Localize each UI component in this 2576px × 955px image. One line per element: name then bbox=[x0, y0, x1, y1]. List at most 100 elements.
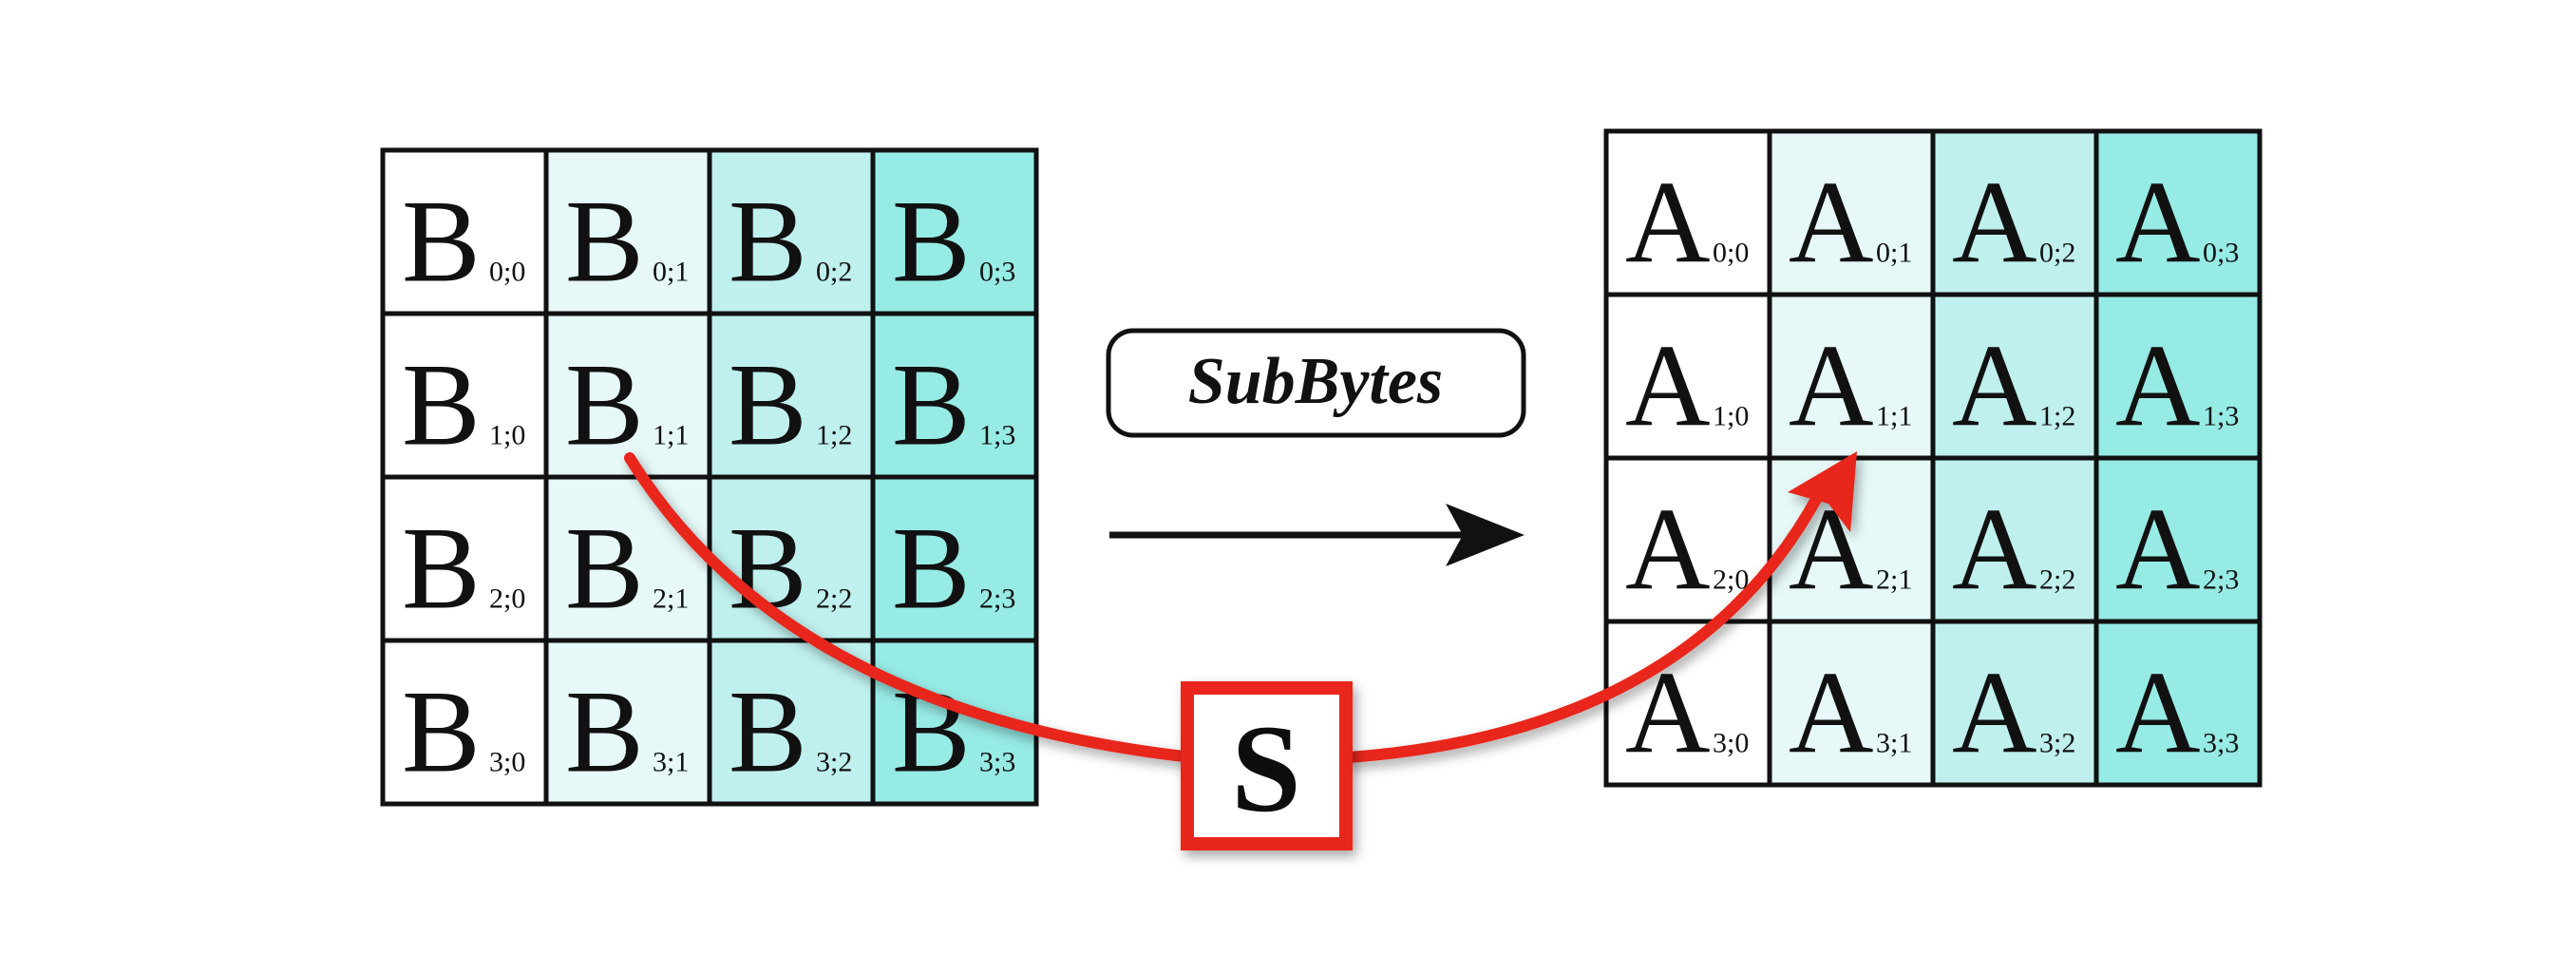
grid_b-cell-3-1: B 3;1 bbox=[543, 638, 712, 807]
cell-subscript: 2;1 bbox=[1876, 564, 1912, 596]
cell-subscript: 0;2 bbox=[816, 257, 852, 288]
sbox-label: S bbox=[1231, 698, 1300, 838]
cell-subscript: 0;1 bbox=[1876, 238, 1912, 269]
cell-subscript: 0;2 bbox=[2039, 238, 2075, 269]
cell-letter: A bbox=[1625, 485, 1711, 615]
cell-subscript: 1;2 bbox=[2039, 401, 2075, 432]
cell-letter: A bbox=[1625, 158, 1711, 288]
cell-background bbox=[543, 311, 712, 480]
grid_b-cell-0-2: B 0;2 bbox=[707, 147, 876, 316]
cell-background bbox=[380, 147, 549, 316]
grid_a-cell-1-2: A 1;2 bbox=[1930, 292, 2099, 461]
grid_b-cell-2-0: B 2;0 bbox=[380, 474, 549, 643]
cell-letter: B bbox=[565, 504, 644, 634]
cell-background bbox=[870, 311, 1039, 480]
grid_b-cell-0-1: B 0;1 bbox=[543, 147, 712, 316]
cell-background bbox=[380, 638, 549, 807]
cell-subscript: 3;0 bbox=[489, 747, 525, 778]
cell-letter: B bbox=[729, 667, 807, 797]
cell-background bbox=[2093, 292, 2263, 461]
cell-subscript: 1;1 bbox=[653, 420, 689, 451]
cell-subscript: 1;3 bbox=[2203, 401, 2239, 432]
cell-background bbox=[380, 474, 549, 643]
sbox-mapping-curve bbox=[624, 451, 1857, 763]
cell-letter: B bbox=[565, 340, 644, 470]
cell-background bbox=[1767, 619, 1936, 788]
grid_a-cell-3-0: A 3;0 bbox=[1603, 619, 1772, 788]
cell-subscript: 0;0 bbox=[1713, 238, 1749, 269]
cell-background bbox=[1603, 292, 1772, 461]
grid_a-cell-2-3: A 2;3 bbox=[2093, 455, 2263, 624]
cell-background bbox=[2093, 455, 2263, 624]
cell-subscript: 3;1 bbox=[653, 747, 689, 778]
cell-letter: A bbox=[1952, 321, 2037, 451]
cell-letter: B bbox=[565, 667, 644, 797]
cell-subscript: 3;0 bbox=[1713, 728, 1749, 759]
input-state-grid: B 0;0 B 0;1 B 0;2 B 0;3B 1;0 B 1;1 B 1;2 B 1;3B 2;0 B 2;1… bbox=[380, 147, 1039, 807]
cell-subscript: 1;0 bbox=[1713, 401, 1749, 432]
cell-letter: A bbox=[2115, 321, 2201, 451]
grid_a-cell-1-3: A 1;3 bbox=[2093, 292, 2263, 461]
grid_b-cell-1-2: B 1;2 bbox=[707, 311, 876, 480]
cell-letter: B bbox=[892, 177, 971, 307]
cell-background bbox=[707, 638, 876, 807]
cell-letter: A bbox=[1952, 485, 2037, 615]
grid_a-cell-3-3: A 3;3 bbox=[2093, 619, 2263, 788]
grid_a-cell-3-1: A 3;1 bbox=[1767, 619, 1936, 788]
cell-background bbox=[707, 311, 876, 480]
cell-subscript: 0;3 bbox=[2203, 238, 2239, 269]
cell-letter: A bbox=[1789, 158, 1874, 288]
output-state-grid: A 0;0 A 0;1 A 0;2 A 0;3A 1;0 A 1;1 A 1;2 A 1;3A 2;0 A 2;1… bbox=[1603, 128, 2263, 788]
cell-letter: B bbox=[892, 504, 971, 634]
cell-background bbox=[2093, 619, 2263, 788]
cell-background bbox=[1603, 128, 1772, 297]
grid_b-cell-3-0: B 3;0 bbox=[380, 638, 549, 807]
grid_a-cell-0-1: A 0;1 bbox=[1767, 128, 1936, 297]
cell-letter: B bbox=[892, 340, 971, 470]
cell-letter: B bbox=[565, 177, 644, 307]
grid_a-cell-2-2: A 2;2 bbox=[1930, 455, 2099, 624]
cell-subscript: 2;0 bbox=[489, 583, 525, 615]
grid_b-cell-2-2: B 2;2 bbox=[707, 474, 876, 643]
cell-subscript: 2;2 bbox=[816, 583, 852, 615]
transform-arrow bbox=[1109, 504, 1525, 566]
cell-background bbox=[1930, 455, 2099, 624]
cell-subscript: 3;2 bbox=[2039, 728, 2075, 759]
cell-letter: A bbox=[1952, 648, 2037, 778]
cell-background bbox=[2093, 128, 2263, 297]
cell-subscript: 3;3 bbox=[979, 747, 1015, 778]
operation-label-box: SubBytes bbox=[1106, 328, 1526, 438]
sbox-box: S bbox=[1181, 681, 1353, 850]
cell-subscript: 1;0 bbox=[489, 420, 525, 451]
operation-label: SubBytes bbox=[1188, 345, 1443, 418]
cell-subscript: 2;3 bbox=[979, 583, 1015, 615]
cell-letter: B bbox=[729, 177, 807, 307]
cell-subscript: 3;3 bbox=[2203, 728, 2239, 759]
sbox-arrow-head bbox=[1788, 451, 1857, 532]
grid_b-cell-2-1: B 2;1 bbox=[543, 474, 712, 643]
cell-letter: B bbox=[402, 340, 481, 470]
cell-letter: A bbox=[1789, 648, 1874, 778]
cell-letter: A bbox=[2115, 158, 2201, 288]
cell-background bbox=[707, 474, 876, 643]
grid_b-cell-1-1: B 1;1 bbox=[543, 311, 712, 480]
grid_a-cell-0-0: A 0;0 bbox=[1603, 128, 1772, 297]
cell-letter: A bbox=[1625, 648, 1711, 778]
grid_b-cell-1-0: B 1;0 bbox=[380, 311, 549, 480]
cell-letter: A bbox=[1625, 321, 1711, 451]
cell-subscript: 2;1 bbox=[653, 583, 689, 615]
cell-subscript: 2;2 bbox=[2039, 564, 2075, 596]
cell-letter: B bbox=[402, 177, 481, 307]
grid_b-cell-0-3: B 0;3 bbox=[870, 147, 1039, 316]
cell-background bbox=[870, 147, 1039, 316]
cell-subscript: 3;1 bbox=[1876, 728, 1912, 759]
cell-background bbox=[543, 474, 712, 643]
cell-subscript: 1;3 bbox=[979, 420, 1015, 451]
cell-subscript: 0;3 bbox=[979, 257, 1015, 288]
cell-subscript: 0;0 bbox=[489, 257, 525, 288]
cell-letter: B bbox=[402, 667, 481, 797]
cell-background bbox=[870, 474, 1039, 643]
grid_b-cell-0-0: B 0;0 bbox=[380, 147, 549, 316]
cell-background bbox=[1930, 619, 2099, 788]
cell-letter: A bbox=[2115, 485, 2201, 615]
